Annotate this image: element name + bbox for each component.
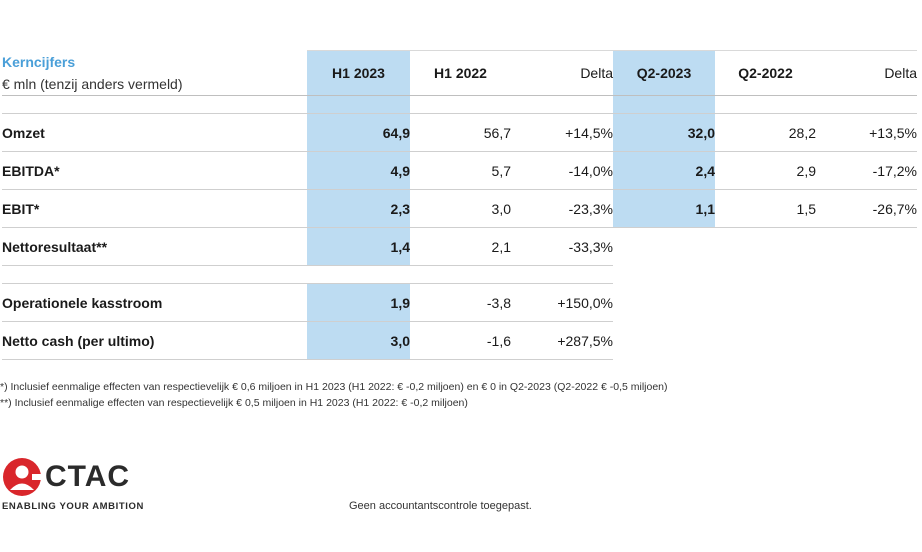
cell-h1-2022: 5,7 [410, 151, 511, 190]
cell-delta-h1: +287,5% [511, 321, 613, 360]
col-header-h1-2023: H1 2023 [307, 50, 410, 96]
table-row: Nettoresultaat** 1,4 2,1 -33,3% [2, 227, 917, 266]
cell-delta-q2: +13,5% [816, 113, 917, 152]
cell-h1-2023: 3,0 [307, 321, 410, 360]
cell-delta-h1: -23,3% [511, 189, 613, 228]
row-label: EBIT* [2, 189, 307, 228]
cell-delta-q2: -17,2% [816, 151, 917, 190]
cell-h1-2023: 1,9 [307, 283, 410, 322]
cell-h1-2022: -3,8 [410, 283, 511, 322]
kerncijfers-table: Kerncijfers € mln (tenzij anders vermeld… [2, 50, 917, 360]
cell-delta-h1: -33,3% [511, 227, 613, 266]
audit-note: Geen accountantscontrole toegepast. [349, 500, 532, 512]
cell-delta-h1: +150,0% [511, 283, 613, 322]
cell-h1-2023: 1,4 [307, 227, 410, 266]
cell-q2-2022: 2,9 [715, 151, 816, 190]
col-header-delta-q2: Delta [816, 50, 917, 96]
table-row: EBIT* 2,3 3,0 -23,3% 1,1 1,5 -26,7% [2, 189, 917, 228]
row-label: Nettoresultaat** [2, 227, 307, 266]
cell-h1-2023: 2,3 [307, 189, 410, 228]
cell-h1-2022: 56,7 [410, 113, 511, 152]
table-header-row: Kerncijfers € mln (tenzij anders vermeld… [2, 50, 917, 96]
footnote-1: *) Inclusief eenmalige effecten van resp… [0, 381, 668, 393]
spacer-row [2, 95, 917, 114]
cell-q2-2023: 2,4 [613, 151, 715, 190]
footnotes: *) Inclusief eenmalige effecten van resp… [0, 379, 668, 411]
row-label: EBITDA* [2, 151, 307, 190]
ctac-logo: CTAC ENABLING YOUR AMBITION [2, 457, 144, 512]
table-title: Kerncijfers [2, 53, 76, 70]
cell-q2-2023: 32,0 [613, 113, 715, 152]
ctac-logo-icon [3, 458, 42, 496]
table-row: Operationele kasstroom 1,9 -3,8 +150,0% [2, 283, 917, 322]
cell-h1-2022: 3,0 [410, 189, 511, 228]
col-header-h1-2022: H1 2022 [410, 50, 511, 96]
cell-q2-2022: 28,2 [715, 113, 816, 152]
table-subtitle: € mln (tenzij anders vermeld) [2, 75, 183, 92]
cell-h1-2023: 4,9 [307, 151, 410, 190]
cell-delta-h1: -14,0% [511, 151, 613, 190]
cell-q2-2022: 1,5 [715, 189, 816, 228]
cell-delta-q2: -26,7% [816, 189, 917, 228]
spacer-row [2, 265, 917, 284]
kerncijfers-table-wrap: Kerncijfers € mln (tenzij anders vermeld… [2, 50, 920, 360]
col-header-delta-h1: Delta [511, 50, 613, 96]
row-label: Operationele kasstroom [2, 283, 307, 322]
logo-tagline: ENABLING YOUR AMBITION [2, 501, 144, 512]
ctac-logo-text: CTAC [45, 460, 131, 493]
table-row: Omzet 64,9 56,7 +14,5% 32,0 28,2 +13,5% [2, 113, 917, 152]
col-header-q2-2022: Q2-2022 [715, 50, 816, 96]
cell-h1-2022: 2,1 [410, 227, 511, 266]
cell-delta-h1: +14,5% [511, 113, 613, 152]
table-title-cell: Kerncijfers € mln (tenzij anders vermeld… [2, 50, 307, 96]
table-row: EBITDA* 4,9 5,7 -14,0% 2,4 2,9 -17,2% [2, 151, 917, 190]
cell-h1-2023: 64,9 [307, 113, 410, 152]
col-header-q2-2023: Q2-2023 [613, 50, 715, 96]
footnote-2: **) Inclusief eenmalige effecten van res… [0, 397, 468, 409]
row-label: Netto cash (per ultimo) [2, 321, 307, 360]
row-label: Omzet [2, 113, 307, 152]
cell-q2-2023: 1,1 [613, 189, 715, 228]
cell-h1-2022: -1,6 [410, 321, 511, 360]
table-row: Netto cash (per ultimo) 3,0 -1,6 +287,5% [2, 321, 917, 360]
